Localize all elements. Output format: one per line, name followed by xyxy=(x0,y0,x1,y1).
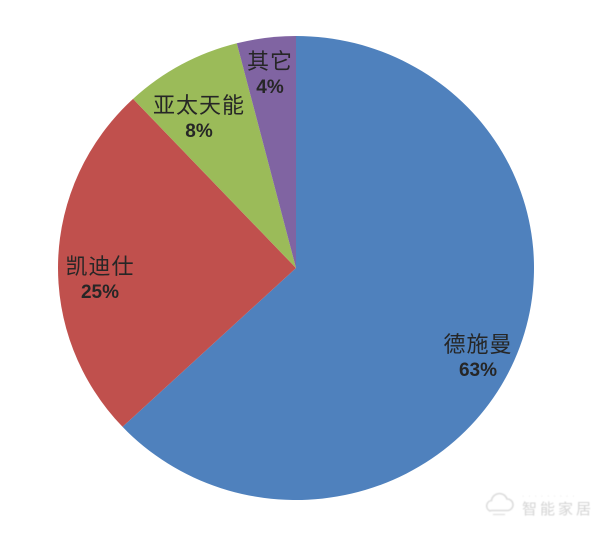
watermark-main-text: 智能家居 xyxy=(521,499,594,518)
watermark: · · · · · · · · · 智能家居 xyxy=(482,492,594,518)
watermark-text: · · · · · · · · · 智能家居 xyxy=(522,493,594,518)
pie-slice-3 xyxy=(236,36,296,268)
pie-slice-0 xyxy=(122,36,535,500)
pie-slice-2 xyxy=(133,43,296,268)
watermark-subtext: · · · · · · · · · xyxy=(521,492,576,500)
pie-slice-1 xyxy=(58,98,296,427)
cloud-icon xyxy=(485,492,514,516)
